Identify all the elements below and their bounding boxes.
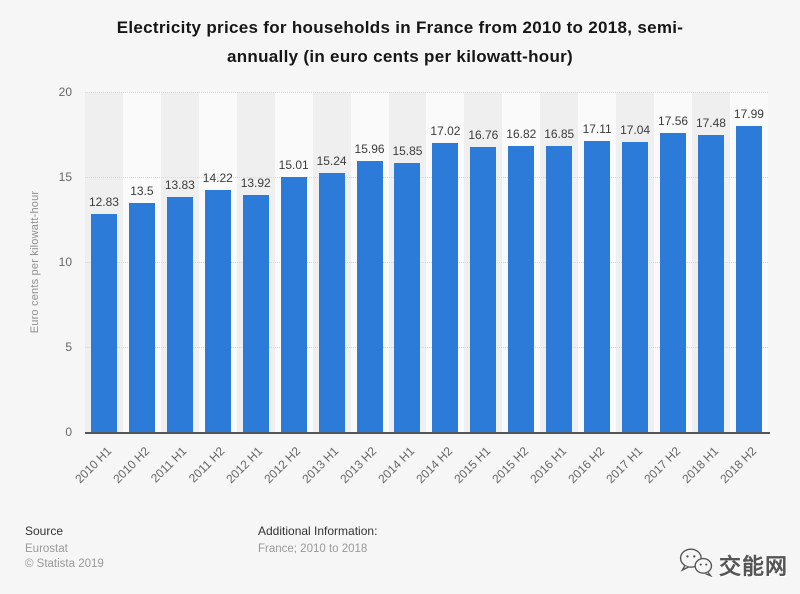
chart-title: Electricity prices for households in Fra…	[45, 13, 755, 71]
bar	[280, 176, 307, 432]
category-column: 13.5 2010 H2	[110, 92, 161, 486]
category-column: 15.96 2013 H2	[337, 92, 389, 486]
x-tick-label: 2016 H1	[527, 444, 570, 486]
bar-value-label: 17.02	[430, 123, 461, 138]
bar	[697, 134, 724, 432]
chart-title-line1: Electricity prices for households in Fra…	[116, 18, 684, 37]
bar	[735, 126, 762, 432]
bar-columns: 12.83 2010 H1 13.5 2010 H2 13.83 2011 H1 14.22…	[72, 92, 768, 486]
bar	[128, 202, 155, 432]
x-tick-label: 2018 H2	[716, 444, 759, 486]
additional-info-label: Additional Information:	[258, 524, 378, 538]
bar-value-label: 17.99	[733, 107, 764, 122]
source-block: Source Eurostat © Statista 2019	[25, 524, 104, 572]
bar	[204, 190, 231, 432]
bar	[166, 196, 193, 432]
x-tick-label: 2013 H1	[299, 444, 342, 486]
category-column: 16.76 2015 H1	[451, 92, 503, 486]
x-tick-label: 2010 H1	[71, 444, 114, 486]
y-tick-label: 5	[65, 340, 72, 354]
y-tick-label: 0	[65, 425, 72, 439]
logo-text: 交能网	[718, 553, 788, 579]
bar-value-label: 13.92	[240, 176, 271, 191]
y-tick-label: 15	[58, 170, 72, 184]
bar-value-label: 17.56	[658, 114, 689, 129]
x-tick-label: 2018 H1	[678, 444, 721, 486]
additional-info-block: Additional Information: France; 2010 to …	[258, 524, 377, 557]
x-tick-label: 2014 H1	[375, 444, 418, 486]
bar	[660, 133, 687, 432]
y-axis-ticks: 0 5 10 15 20	[0, 85, 72, 439]
y-tick-label: 10	[58, 255, 72, 269]
bar-value-label: 15.85	[392, 143, 423, 158]
bar	[432, 142, 459, 432]
x-tick-label: 2014 H2	[413, 444, 456, 486]
bar-value-label: 13.5	[130, 183, 154, 198]
bar	[584, 141, 611, 432]
wechat-icon	[678, 547, 714, 582]
category-column: 16.85 2016 H1	[527, 92, 579, 486]
bar-value-label: 15.01	[278, 157, 309, 172]
x-axis-line	[85, 432, 770, 434]
bar-value-label: 16.82	[506, 127, 537, 142]
plot-area: 12.83 2010 H1 13.5 2010 H2 13.83 2011 H1 14.22…	[72, 92, 770, 486]
x-tick-label: 2013 H2	[337, 444, 380, 486]
bar-value-label: 15.96	[354, 141, 385, 156]
bar-value-label: 13.83	[164, 177, 195, 192]
x-tick-label: 2010 H2	[109, 444, 152, 486]
category-column: 17.02 2014 H2	[413, 92, 465, 486]
x-tick-label: 2017 H2	[640, 444, 683, 486]
x-tick-label: 2012 H1	[223, 444, 266, 486]
watermark-logo: 交能网	[678, 547, 788, 582]
bar	[356, 160, 383, 432]
x-tick-label: 2015 H1	[451, 444, 494, 486]
bar-value-label: 16.76	[468, 128, 499, 143]
bar-value-label: 16.85	[544, 126, 575, 141]
additional-info-value: France; 2010 to 2018	[258, 543, 368, 555]
x-tick-label: 2016 H2	[565, 444, 608, 486]
bar	[470, 147, 497, 432]
bar	[318, 172, 345, 432]
category-column: 13.83 2011 H1	[148, 92, 199, 485]
bar-value-label: 15.24	[316, 153, 347, 168]
category-column: 17.56 2017 H2	[641, 92, 692, 486]
bar	[622, 142, 649, 432]
category-column: 17.11 2016 H2	[565, 92, 617, 486]
bar-value-label: 14.22	[202, 171, 233, 186]
copyright: © Statista 2019	[25, 558, 104, 570]
chart-title-line2: annually (in euro cents per kilowatt-hou…	[226, 47, 574, 66]
category-column: 13.92 2012 H1	[224, 92, 275, 486]
x-tick-label: 2017 H1	[603, 444, 645, 486]
bar-value-label: 17.48	[695, 115, 726, 130]
bar	[546, 145, 573, 432]
category-column: 17.99 2018 H2	[717, 92, 768, 486]
x-tick-label: 2015 H2	[489, 444, 532, 486]
category-column: 15.24 2013 H1	[300, 92, 351, 486]
category-column: 14.22 2011 H2	[186, 92, 237, 485]
bar	[508, 146, 535, 432]
x-tick-label: 2011 H1	[148, 444, 190, 486]
source-value: Eurostat	[25, 543, 68, 555]
y-tick-label: 20	[58, 85, 72, 99]
bar-value-label: 17.04	[620, 123, 651, 138]
x-tick-label: 2012 H2	[261, 444, 304, 486]
category-column: 17.04 2017 H1	[603, 92, 655, 486]
x-tick-label: 2011 H2	[186, 444, 228, 486]
source-label: Source	[25, 524, 64, 538]
category-column: 12.83 2010 H1	[72, 92, 123, 486]
category-column: 15.85 2014 H1	[375, 92, 427, 486]
bar-value-label: 12.83	[88, 194, 119, 209]
category-column: 17.48 2018 H1	[679, 92, 730, 486]
bar	[394, 162, 421, 432]
bar	[242, 195, 269, 432]
bar-value-label: 17.11	[582, 122, 612, 137]
category-column: 16.82 2015 H2	[489, 92, 541, 486]
category-column: 15.01 2012 H2	[262, 92, 313, 486]
bar	[90, 213, 117, 432]
